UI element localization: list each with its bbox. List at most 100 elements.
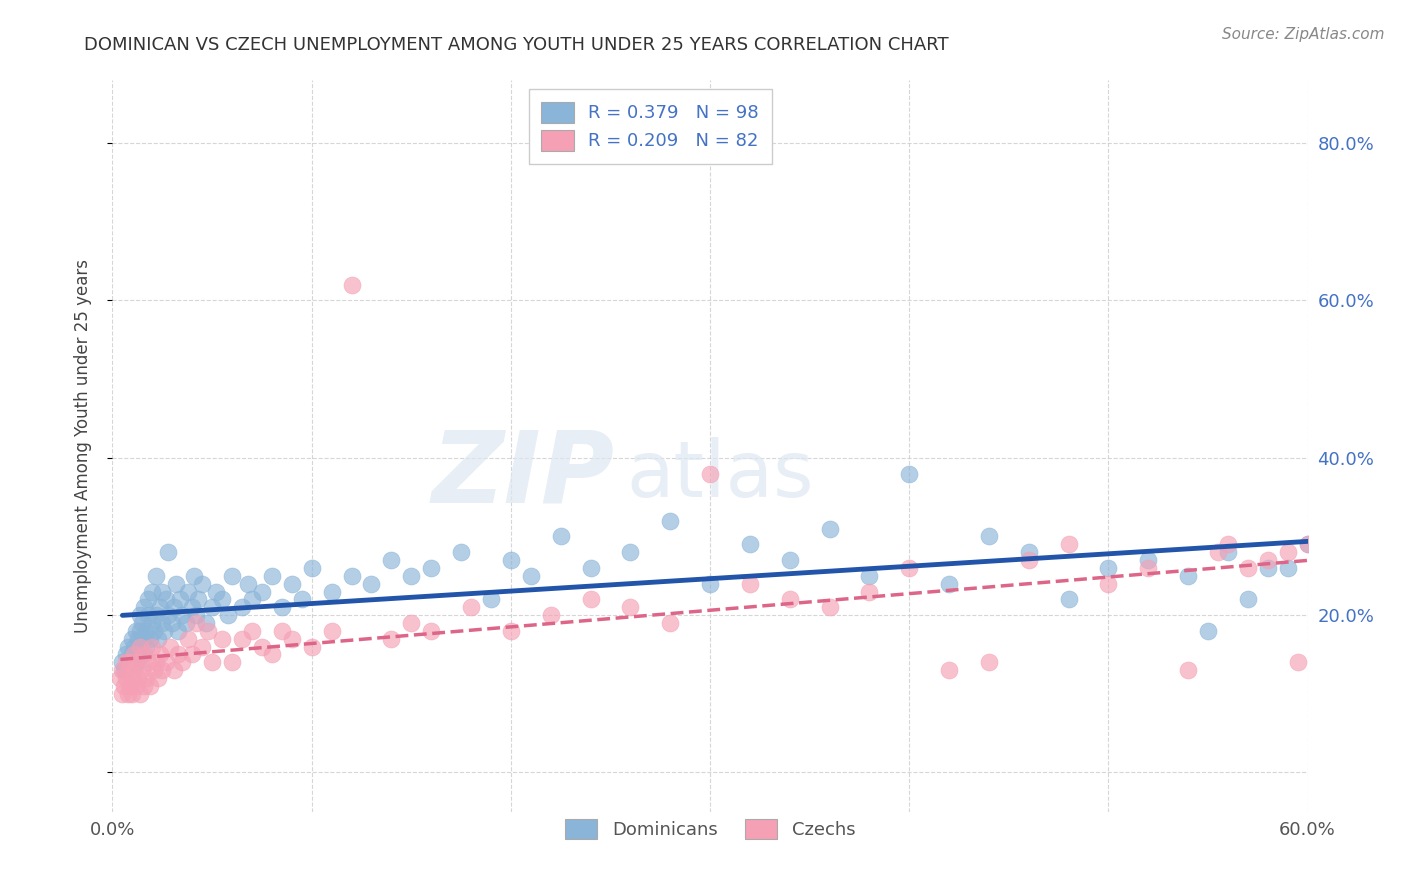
Point xyxy=(281,632,304,646)
Point xyxy=(145,608,167,623)
Point xyxy=(818,522,841,536)
Point xyxy=(127,655,149,669)
Point xyxy=(1237,592,1260,607)
Point xyxy=(153,624,176,638)
Point xyxy=(149,600,172,615)
Point xyxy=(124,640,146,654)
Text: DOMINICAN VS CZECH UNEMPLOYMENT AMONG YOUTH UNDER 25 YEARS CORRELATION CHART: DOMINICAN VS CZECH UNEMPLOYMENT AMONG YO… xyxy=(84,36,949,54)
Point xyxy=(167,648,190,662)
Point xyxy=(977,655,1000,669)
Point xyxy=(380,553,402,567)
Point xyxy=(211,592,233,607)
Point xyxy=(155,655,177,669)
Point xyxy=(135,624,157,638)
Point xyxy=(134,648,156,662)
Point xyxy=(699,576,721,591)
Point xyxy=(1296,537,1319,551)
Point xyxy=(1057,537,1080,551)
Point xyxy=(148,632,170,646)
Point xyxy=(138,608,160,623)
Point xyxy=(858,568,880,582)
Point xyxy=(579,592,602,607)
Point xyxy=(195,615,218,630)
Point xyxy=(134,632,156,646)
Point xyxy=(260,568,283,582)
Point xyxy=(217,608,239,623)
Point xyxy=(321,624,343,638)
Point xyxy=(186,608,208,623)
Point xyxy=(159,640,181,654)
Point xyxy=(150,663,173,677)
Point xyxy=(115,648,138,662)
Point xyxy=(898,467,921,481)
Point xyxy=(155,592,177,607)
Point xyxy=(111,663,134,677)
Point xyxy=(177,584,200,599)
Point xyxy=(187,592,209,607)
Point xyxy=(125,648,148,662)
Point xyxy=(134,679,156,693)
Point xyxy=(1216,545,1239,559)
Point xyxy=(121,671,143,685)
Point xyxy=(172,608,194,623)
Point xyxy=(380,632,402,646)
Point xyxy=(250,584,273,599)
Point xyxy=(125,624,148,638)
Point xyxy=(205,584,228,599)
Point xyxy=(124,648,146,662)
Point xyxy=(898,561,921,575)
Point xyxy=(1097,561,1119,575)
Text: ZIP: ZIP xyxy=(432,426,614,524)
Point xyxy=(201,655,224,669)
Point xyxy=(540,608,562,623)
Point xyxy=(291,592,314,607)
Point xyxy=(163,663,186,677)
Point xyxy=(177,632,200,646)
Point xyxy=(1257,553,1279,567)
Point xyxy=(301,640,323,654)
Point xyxy=(127,671,149,685)
Point xyxy=(120,655,142,669)
Point xyxy=(699,467,721,481)
Point xyxy=(129,640,152,654)
Point xyxy=(520,568,543,582)
Point xyxy=(301,561,323,575)
Point xyxy=(143,624,166,638)
Point xyxy=(420,624,443,638)
Point xyxy=(401,615,423,630)
Point xyxy=(550,529,572,543)
Point xyxy=(131,615,153,630)
Point xyxy=(191,576,214,591)
Point xyxy=(1206,545,1229,559)
Point xyxy=(114,679,135,693)
Point xyxy=(165,576,187,591)
Point xyxy=(420,561,443,575)
Point xyxy=(738,537,761,551)
Point xyxy=(157,608,180,623)
Point xyxy=(191,640,214,654)
Point xyxy=(818,600,841,615)
Point xyxy=(174,615,197,630)
Point xyxy=(125,655,148,669)
Point xyxy=(110,671,132,685)
Point xyxy=(1177,663,1199,677)
Point xyxy=(121,687,143,701)
Point xyxy=(145,655,167,669)
Point xyxy=(135,671,157,685)
Point xyxy=(131,663,153,677)
Point xyxy=(1286,655,1309,669)
Point xyxy=(131,648,153,662)
Point xyxy=(779,592,801,607)
Point xyxy=(125,679,148,693)
Point xyxy=(938,576,960,591)
Point xyxy=(779,553,801,567)
Y-axis label: Unemployment Among Youth under 25 years: Unemployment Among Youth under 25 years xyxy=(73,259,91,633)
Point xyxy=(1216,537,1239,551)
Point xyxy=(479,592,502,607)
Point xyxy=(1018,545,1040,559)
Point xyxy=(1137,561,1160,575)
Point xyxy=(1257,561,1279,575)
Point xyxy=(281,576,304,591)
Point xyxy=(236,576,259,591)
Point xyxy=(172,655,194,669)
